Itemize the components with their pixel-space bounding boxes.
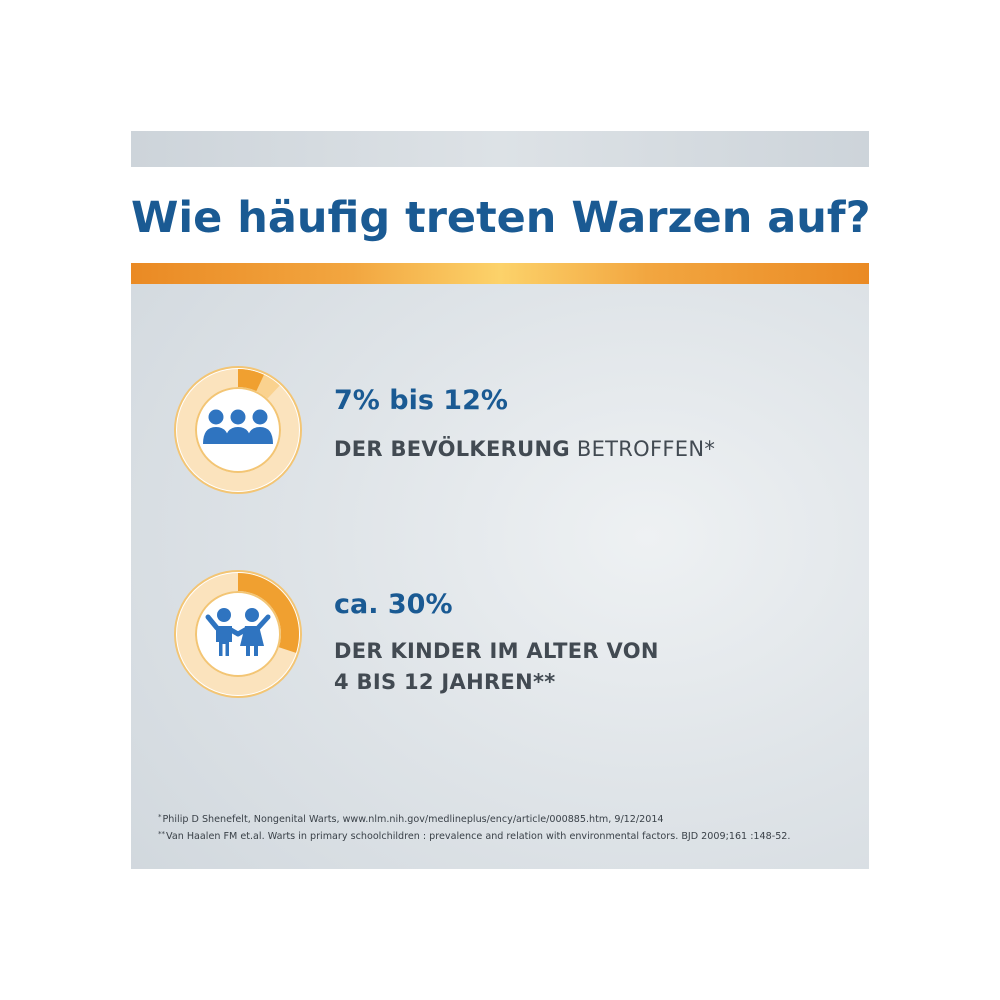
stat-children-ring [172,568,304,700]
page-title: Wie häufig treten Warzen auf? [131,193,869,243]
stat-children-desc: DER KINDER IM ALTER VON 4 BIS 12 JAHREN*… [334,636,659,698]
infographic-card: Wie häufig treten Warzen auf? 7% bis 12%… [131,131,869,869]
stat-population-desc-bold: DER BEVÖLKERUNG [334,437,570,461]
stat-children-value: ca. 30% [334,589,453,620]
children-icon [205,608,271,656]
stat-children-desc-line2: 4 BIS 12 JAHREN** [334,670,556,694]
footnote-2-mark: ** [158,830,165,838]
footnote-1-mark: * [158,813,162,821]
footnote-1-text: Philip D Shenefelt, Nongenital Warts, ww… [162,814,664,825]
stat-population-value: 7% bis 12% [334,385,508,416]
stat-population-ring [172,364,304,496]
footnote-2: **Van Haalen FM et.al. Warts in primary … [158,827,858,844]
top-strip [131,131,869,167]
children-share-arc [238,573,299,653]
footnote-2-text: Van Haalen FM et.al. Warts in primary sc… [166,831,791,842]
people-group-icon [203,409,273,444]
footnote-1: *Philip D Shenefelt, Nongenital Warts, w… [158,810,858,827]
population-share-low-arc [238,369,264,392]
title-band: Wie häufig treten Warzen auf? [131,167,869,263]
orange-divider [131,263,869,284]
stat-population-desc: DER BEVÖLKERUNG BETROFFEN* [334,434,715,465]
footnotes: *Philip D Shenefelt, Nongenital Warts, w… [158,810,858,844]
stat-population-desc-rest: BETROFFEN* [569,437,716,461]
stat-children-desc-line1: DER KINDER IM ALTER VON [334,639,659,663]
